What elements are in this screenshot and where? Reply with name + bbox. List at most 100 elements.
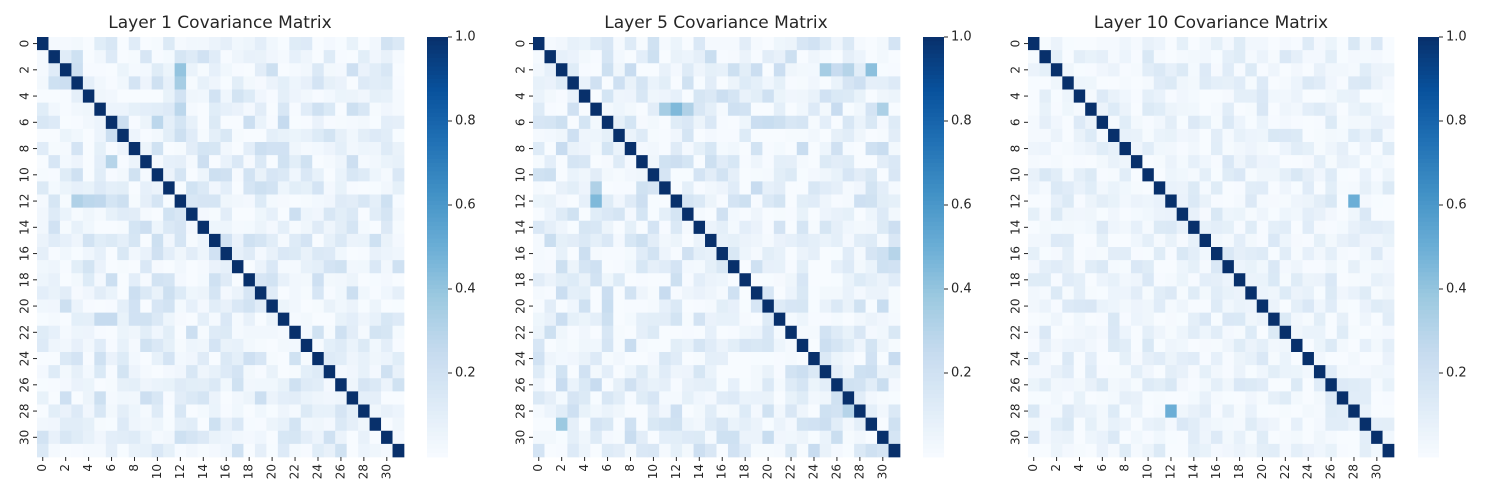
heatmap-cell-r2-c11	[659, 63, 671, 77]
colorbar-segment	[923, 322, 944, 328]
heatmap-cell-r8-c15	[705, 142, 717, 156]
heatmap-cell-r19-c23	[300, 286, 313, 300]
heatmap-cell-r19-c29	[865, 286, 878, 300]
colorbar-segment	[1418, 100, 1439, 105]
heatmap-cell-r8-c30	[381, 142, 393, 156]
heatmap-cell-r14-c8	[128, 220, 141, 235]
heatmap-cell-r2-c31	[888, 63, 901, 77]
heatmap-cell-r17-c6	[105, 260, 118, 274]
heatmap-cell-r9-c8	[624, 155, 637, 169]
x-tick-label: 4	[1072, 464, 1086, 472]
colorbar-segment	[923, 200, 944, 206]
heatmap-cell-r18-c5	[590, 273, 603, 287]
heatmap-cell-r23-c7	[117, 338, 130, 353]
heatmap-cell-r12-c20	[762, 194, 775, 208]
heatmap-cell-r12-c21	[277, 194, 290, 208]
heatmap-cell-r15-c7	[1108, 233, 1120, 248]
heatmap-cell-r17-c26	[1325, 260, 1338, 274]
heatmap-cell-r21-c17	[231, 312, 244, 327]
heatmap-cell-r15-c5	[1085, 233, 1097, 248]
heatmap-cell-r26-c26	[335, 378, 348, 392]
heatmap-cell-r1-c23	[1291, 50, 1303, 64]
heatmap-cell-r3-c26	[335, 76, 348, 90]
heatmap-cell-r19-c11	[1153, 286, 1166, 300]
heatmap-cell-r28-c11	[163, 404, 175, 418]
heatmap-cell-r25-c13	[1176, 365, 1189, 379]
heatmap-cell-r14-c6	[105, 220, 118, 235]
heatmap-cell-r28-c12	[670, 404, 683, 418]
heatmap-cell-r29-c9	[636, 417, 649, 432]
heatmap-cell-r11-c16	[220, 181, 233, 195]
heatmap-cell-r8-c21	[1268, 142, 1280, 156]
heatmap-cell-r4-c9	[140, 89, 153, 103]
heatmap-cell-r23-c26	[1325, 338, 1338, 353]
heatmap-cell-r9-c7	[613, 155, 626, 169]
colorbar-segment	[427, 146, 448, 151]
heatmap-cell-r6-c22	[1279, 115, 1292, 130]
heatmap-cell-r25-c1	[544, 365, 557, 379]
heatmap-cell-r27-c0	[1028, 391, 1040, 405]
colorbar-segment	[923, 398, 944, 403]
heatmap-cell-r23-c27	[842, 338, 855, 353]
heatmap-cell-r4-c18	[243, 89, 256, 103]
heatmap-cell-r7-c28	[1348, 128, 1361, 143]
heatmap-cell-r0-c30	[381, 37, 393, 51]
heatmap-cell-r11-c0	[533, 181, 545, 195]
heatmap-cell-r15-c2	[59, 233, 72, 248]
heatmap-cell-r0-c19	[750, 37, 763, 51]
heatmap-cell-r28-c19	[750, 404, 763, 418]
heatmap-cell-r31-c2	[1050, 443, 1063, 458]
heatmap-cell-r21-c5	[1085, 312, 1097, 327]
heatmap-cell-r6-c10	[151, 115, 164, 130]
heatmap-cell-r28-c8	[1119, 404, 1132, 418]
colorbar-segment	[427, 242, 448, 248]
heatmap-cell-r21-c30	[1371, 312, 1383, 327]
heatmap-cell-r13-c25	[819, 207, 832, 222]
heatmap-cell-r13-c14	[693, 207, 706, 222]
heatmap-cell-r8-c6	[105, 142, 118, 156]
heatmap-cell-r5-c27	[842, 102, 855, 117]
y-tick-label: 20	[514, 298, 528, 313]
heatmap-cell-r12-c30	[877, 194, 889, 208]
heatmap-cell-r13-c5	[590, 207, 603, 222]
heatmap-cell-r9-c10	[647, 155, 660, 169]
heatmap-cell-r9-c26	[831, 155, 844, 169]
heatmap-cell-r7-c17	[1222, 128, 1235, 143]
heatmap-cell-r7-c15	[705, 128, 717, 143]
colorbar-segment	[1418, 125, 1439, 130]
heatmap-cell-r29-c8	[128, 417, 141, 432]
heatmap-cell-r31-c14	[1188, 443, 1200, 458]
heatmap-cell-r2-c31	[1382, 63, 1395, 77]
heatmap-cell-r0-c23	[796, 37, 809, 51]
heatmap-cell-r21-c20	[266, 312, 279, 327]
heatmap-cell-r6-c2	[1050, 115, 1063, 130]
heatmap-cell-r3-c7	[1108, 76, 1120, 90]
heatmap-cell-r28-c19	[1245, 404, 1258, 418]
heatmap-cell-r20-c31	[888, 299, 901, 313]
heatmap-cell-r3-c9	[140, 76, 153, 90]
heatmap-cell-r25-c30	[381, 365, 393, 379]
heatmap-cell-r9-c29	[369, 155, 382, 169]
heatmap-cell-r22-c11	[163, 325, 175, 340]
heatmap-cell-r2-c27	[1336, 63, 1349, 77]
colorbar-segment	[1418, 314, 1439, 319]
heatmap-cell-r2-c12	[174, 63, 187, 77]
heatmap-cell-r26-c13	[1176, 378, 1189, 392]
heatmap-cell-r18-c16	[220, 273, 233, 287]
heatmap-cell-r5-c22	[1279, 102, 1292, 117]
heatmap-cell-r7-c8	[1119, 128, 1132, 143]
heatmap-cell-r11-c12	[670, 181, 683, 195]
heatmap-cell-r28-c7	[1108, 404, 1120, 418]
heatmap-cell-r27-c12	[174, 391, 187, 405]
heatmap-cell-r30-c23	[300, 430, 313, 445]
heatmap-cell-r31-c21	[773, 443, 786, 458]
heatmap-cell-r1-c6	[105, 50, 118, 64]
heatmap-cell-r28-c12	[1165, 404, 1178, 418]
heatmap-cell-r18-c24	[312, 273, 325, 287]
colorbar-segment	[923, 150, 944, 155]
heatmap-cell-r17-c25	[819, 260, 832, 274]
heatmap-cell-r2-c4	[1073, 63, 1086, 77]
colorbar-segment	[1418, 116, 1439, 122]
heatmap-cell-r16-c23	[300, 247, 313, 261]
colorbar-segment	[1418, 423, 1439, 428]
